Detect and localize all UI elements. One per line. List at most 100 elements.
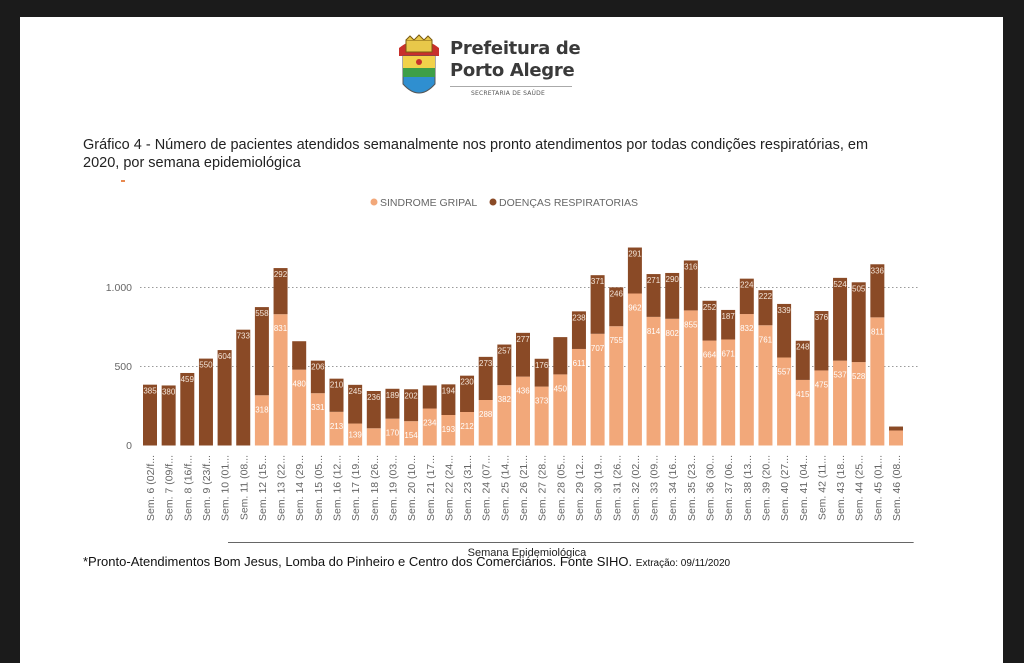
- bar-sindrome-gripal: [516, 376, 530, 446]
- bar-sindrome-gripal: [254, 395, 269, 446]
- bar-doencas-respiratorias: [348, 384, 363, 424]
- bar-sindrome-gripal: [273, 314, 288, 446]
- data-label-sindrome-gripal: 436: [516, 387, 530, 396]
- bar-sindrome-gripal: [348, 423, 363, 446]
- data-label-sindrome-gripal: 557: [777, 367, 791, 376]
- x-axis-title: Semana Epidemiológica: [468, 547, 588, 559]
- data-label-doencas-respiratorias: 238: [572, 313, 586, 322]
- x-tick-label: Sem. 44 (25...: [854, 455, 866, 521]
- bar-sindrome-gripal: [889, 430, 903, 446]
- x-tick-label: Sem. 33 (09...: [649, 455, 661, 521]
- bar-doencas-respiratorias: [553, 337, 568, 375]
- bar-sindrome-gripal: [851, 362, 866, 446]
- data-label-sindrome-gripal: 318: [255, 405, 269, 414]
- data-label-doencas-respiratorias: 339: [777, 306, 791, 315]
- bar-doencas-respiratorias: [833, 277, 848, 361]
- bar-sindrome-gripal: [497, 385, 512, 446]
- data-label-doencas-respiratorias: 206: [311, 363, 325, 372]
- data-label-doencas-respiratorias: 290: [666, 275, 680, 284]
- bar-doencas-respiratorias: [366, 390, 381, 429]
- data-label-sindrome-gripal: 802: [666, 329, 680, 338]
- x-tick-label: Sem. 23 (31...: [462, 455, 474, 521]
- data-label-sindrome-gripal: 234: [423, 419, 437, 428]
- data-label-sindrome-gripal: 528: [852, 372, 866, 381]
- logo-title-line-1: Prefeitura de: [450, 38, 581, 59]
- bar-sindrome-gripal: [385, 418, 400, 446]
- x-tick-label: Sem. 20 (10...: [406, 455, 418, 521]
- x-tick-label: Sem. 37 (06...: [723, 455, 735, 521]
- y-tick-label: 1.000: [106, 282, 132, 294]
- data-label-doencas-respiratorias: 316: [684, 262, 698, 271]
- data-label-doencas-respiratorias: 252: [703, 303, 717, 312]
- footnote-extraction-date: Extração: 09/11/2020: [635, 558, 731, 569]
- x-tick-label: Sem. 40 (27...: [779, 455, 791, 521]
- chart-legend: SINDROME GRIPAL DOENÇAS RESPIRATORIAS: [370, 197, 638, 209]
- data-label-sindrome-gripal: 382: [498, 395, 512, 404]
- bar-doencas-respiratorias: [404, 389, 419, 422]
- data-label-doencas-respiratorias: 187: [721, 312, 735, 321]
- x-tick-label: Sem. 12 (15...: [257, 455, 269, 521]
- bar-doencas-respiratorias: [254, 307, 269, 396]
- data-label-doencas-respiratorias: 733: [237, 332, 251, 341]
- x-tick-label: Sem. 46 (08...: [891, 455, 903, 521]
- bar-doencas-respiratorias: [702, 300, 717, 341]
- bar-doencas-respiratorias: [683, 260, 698, 311]
- data-label-sindrome-gripal: 831: [274, 324, 288, 333]
- x-tick-label: Sem. 27 (28...: [537, 455, 549, 521]
- data-label-sindrome-gripal: 450: [554, 384, 568, 393]
- data-label-doencas-respiratorias: 371: [591, 277, 605, 286]
- data-label-sindrome-gripal: 288: [479, 410, 493, 419]
- bar-sindrome-gripal: [590, 333, 605, 446]
- x-tick-label: Sem. 31 (26...: [611, 455, 623, 521]
- x-tick-label: Sem. 15 (05...: [313, 455, 325, 521]
- y-axis: 0 500 1.000: [106, 282, 132, 452]
- bar-sindrome-gripal: [739, 314, 754, 446]
- data-label-doencas-respiratorias: 376: [815, 313, 829, 322]
- bar-doencas-respiratorias: [777, 303, 792, 358]
- data-label-doencas-respiratorias: 245: [348, 387, 362, 396]
- bar-doencas-respiratorias: [571, 311, 586, 349]
- data-label-sindrome-gripal: 755: [610, 336, 624, 345]
- data-label-doencas-respiratorias: 236: [367, 393, 381, 402]
- bar-sindrome-gripal: [310, 393, 325, 446]
- legend-marker-sindrome-gripal: [370, 198, 378, 206]
- data-label-doencas-respiratorias: 524: [833, 280, 847, 289]
- x-tick-label: Sem. 14 (29...: [294, 455, 306, 521]
- y-tick-label: 500: [114, 361, 132, 373]
- data-label-doencas-respiratorias: 291: [628, 250, 642, 259]
- bar-doencas-respiratorias: [870, 264, 885, 318]
- x-tick-label: Sem. 43 (18...: [835, 455, 847, 521]
- logo-subtitle: SECRETARIA DE SAÚDE: [471, 90, 545, 97]
- x-tick-label: Sem. 24 (07...: [481, 455, 493, 521]
- x-tick-label: Sem. 17 (19...: [350, 455, 362, 521]
- bar-sindrome-gripal: [404, 421, 419, 446]
- data-label-doencas-respiratorias: 194: [442, 386, 456, 395]
- bar-doencas-respiratorias: [814, 311, 829, 371]
- decorative-dot: [121, 180, 125, 182]
- bar-doencas-respiratorias: [478, 356, 493, 400]
- bar-doencas-respiratorias: [758, 290, 773, 326]
- data-label-sindrome-gripal: 213: [330, 422, 344, 431]
- data-label-sindrome-gripal: 664: [703, 351, 717, 360]
- data-label-doencas-respiratorias: 505: [852, 284, 866, 293]
- data-label-sindrome-gripal: 811: [871, 327, 884, 336]
- data-label-sindrome-gripal: 611: [573, 359, 586, 368]
- footnote-source: *Pronto-Atendimentos Bom Jesus, Lomba do…: [83, 554, 633, 569]
- bar-sindrome-gripal: [460, 412, 475, 446]
- logo-title-line-2: Porto Alegre: [450, 60, 575, 81]
- x-tick-label: Sem. 29 (12...: [574, 455, 586, 521]
- chart-bars: 385 380 459 550 604 733 558 318 292 831 480 206 331 2…: [143, 247, 903, 446]
- x-tick-label: Sem. 38 (13...: [742, 455, 754, 521]
- bar-sindrome-gripal: [609, 326, 624, 446]
- x-tick-label: Sem. 36 (30...: [705, 455, 717, 521]
- bar-doencas-respiratorias: [441, 384, 456, 416]
- x-tick-label: Sem. 42 (11...: [816, 455, 828, 520]
- bar-sindrome-gripal: [683, 310, 698, 446]
- data-label-doencas-respiratorias: 380: [162, 387, 176, 396]
- data-label-sindrome-gripal: 537: [833, 371, 847, 380]
- bar-doencas-respiratorias: [198, 358, 213, 446]
- bar-doencas-respiratorias: [739, 278, 754, 315]
- bar-doencas-respiratorias: [422, 385, 437, 409]
- data-label-doencas-respiratorias: 189: [386, 391, 400, 400]
- data-label-doencas-respiratorias: 292: [274, 270, 288, 279]
